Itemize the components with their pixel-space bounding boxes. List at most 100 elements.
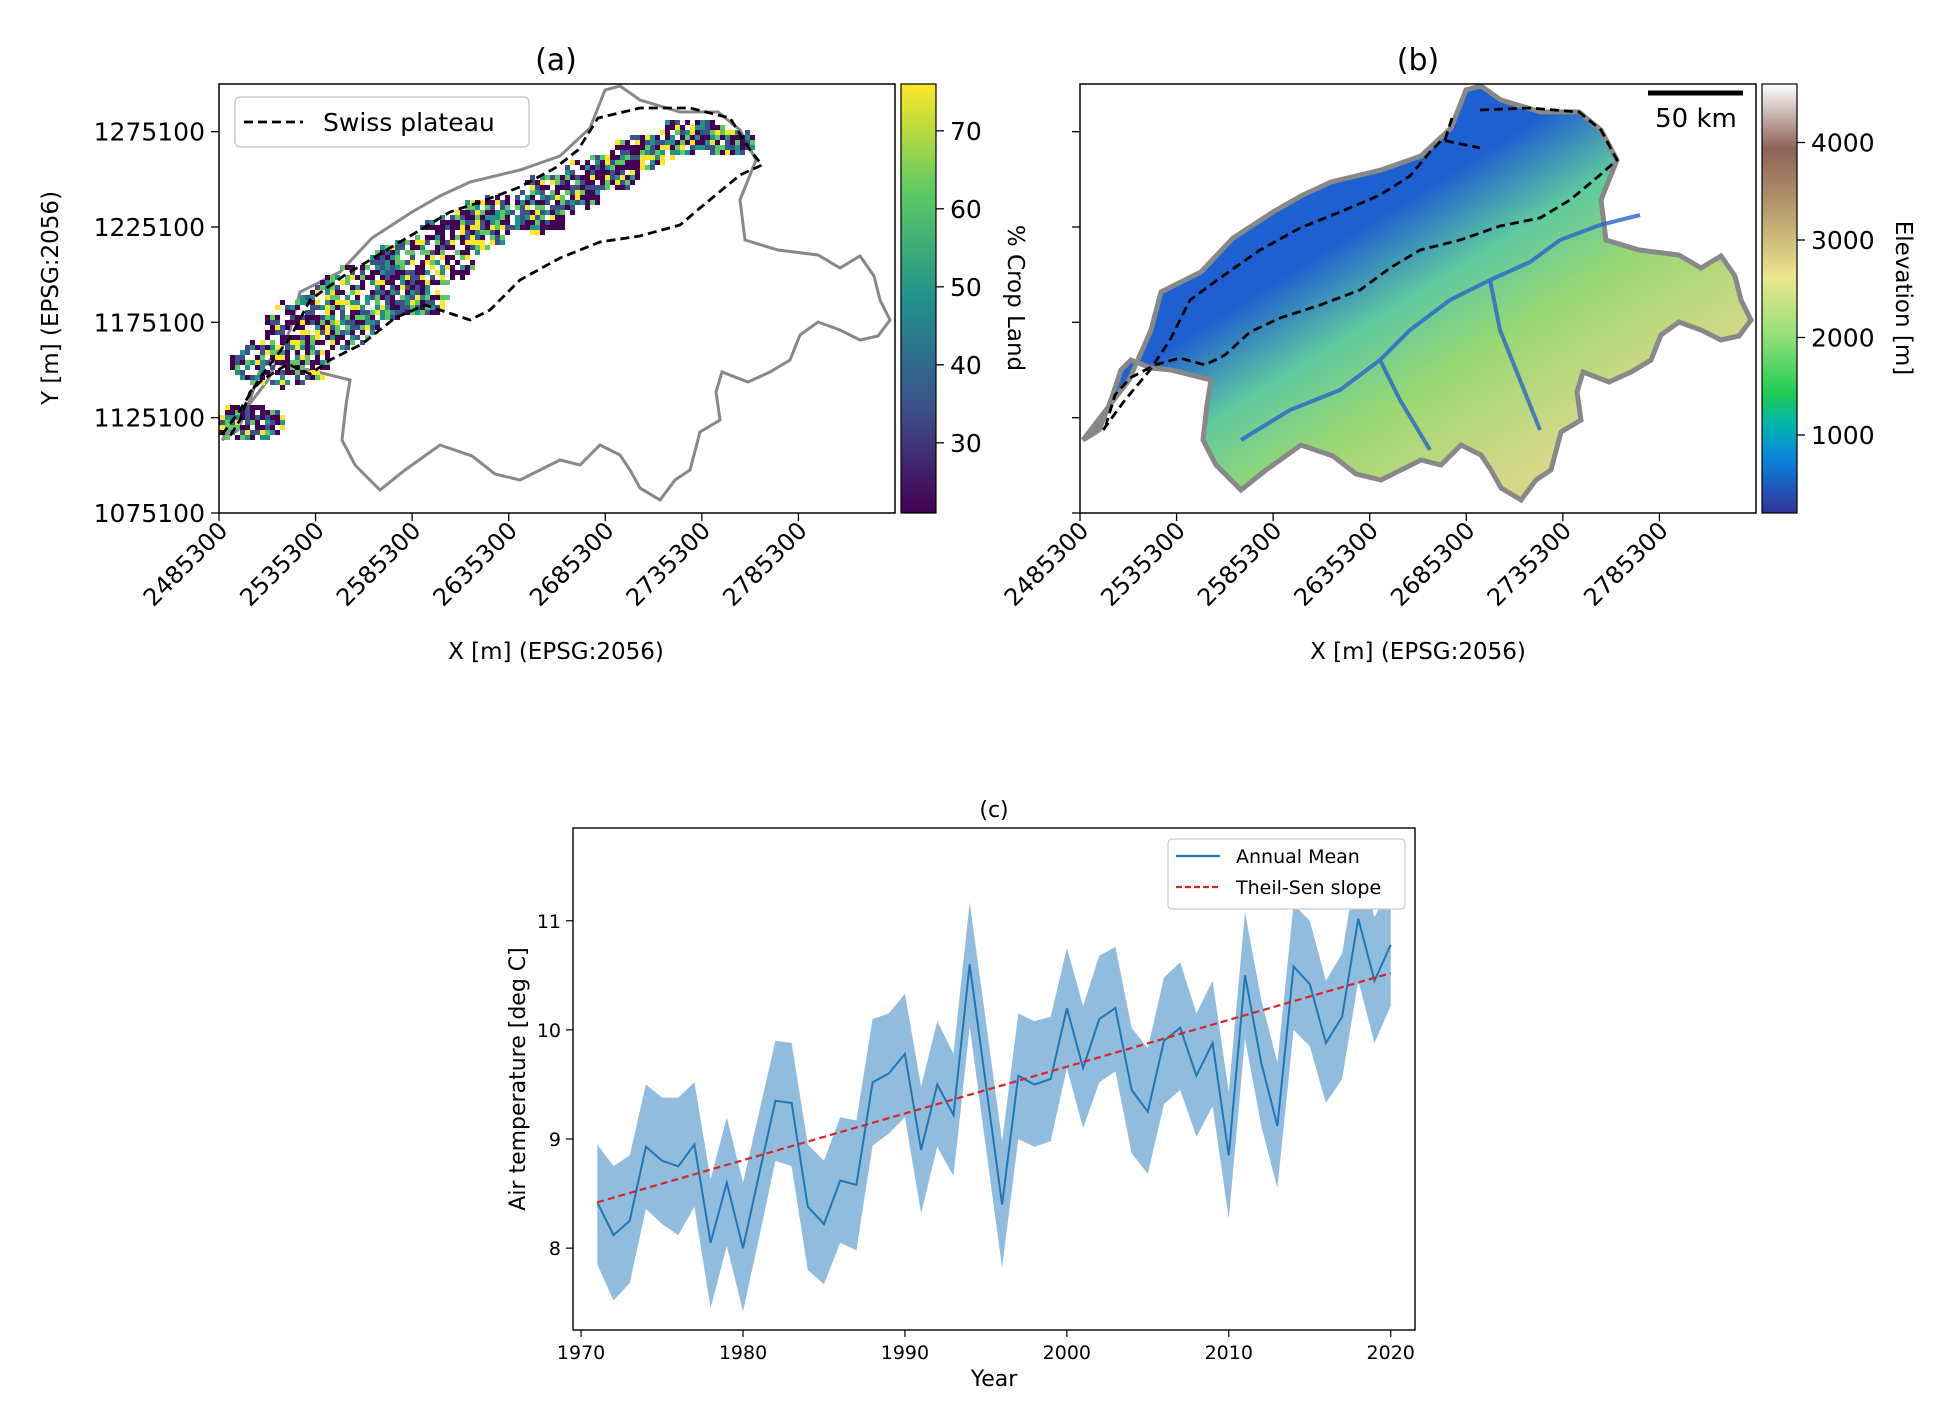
- crop-pixel: [265, 330, 270, 335]
- switzerland-outline-a: [220, 84, 892, 502]
- crop-pixel: [420, 250, 425, 255]
- crop-pixel: [255, 425, 260, 430]
- crop-pixel: [580, 185, 585, 190]
- crop-pixel: [620, 180, 625, 185]
- crop-pixel: [450, 270, 455, 275]
- crop-pixel: [480, 245, 485, 250]
- crop-pixel: [445, 280, 450, 285]
- panel-a-y-tick-label: 1075100: [94, 499, 205, 528]
- crop-pixel: [335, 340, 340, 345]
- crop-pixel: [470, 245, 475, 250]
- crop-pixel: [540, 190, 545, 195]
- crop-pixel: [650, 135, 655, 140]
- crop-pixel: [620, 145, 625, 150]
- crop-pixel: [545, 175, 550, 180]
- crop-pixel: [420, 300, 425, 305]
- crop-pixel: [490, 240, 495, 245]
- crop-pixel: [330, 300, 335, 305]
- crop-pixel: [585, 175, 590, 180]
- panel-a-x-tick-label: 2685300: [524, 516, 619, 611]
- crop-pixel: [460, 250, 465, 255]
- crop-pixel: [385, 295, 390, 300]
- crop-pixel: [560, 185, 565, 190]
- crop-pixel: [440, 275, 445, 280]
- crop-pixel: [240, 355, 245, 360]
- crop-pixel: [425, 270, 430, 275]
- panel-b-colorbar-tick-label: 2000: [1811, 324, 1875, 353]
- crop-pixel: [660, 130, 665, 135]
- crop-pixel: [700, 125, 705, 130]
- crop-pixel: [350, 340, 355, 345]
- crop-pixel: [260, 410, 265, 415]
- crop-pixel: [380, 250, 385, 255]
- crop-pixel: [560, 215, 565, 220]
- crop-pixel: [375, 320, 380, 325]
- crop-pixel: [615, 140, 620, 145]
- crop-pixel: [380, 315, 385, 320]
- crop-pixel: [280, 350, 285, 355]
- crop-pixel: [340, 305, 345, 310]
- crop-pixel: [740, 140, 745, 145]
- crop-pixel: [655, 140, 660, 145]
- crop-pixel: [390, 275, 395, 280]
- crop-pixel: [415, 300, 420, 305]
- crop-pixel: [515, 195, 520, 200]
- crop-pixel: [395, 260, 400, 265]
- crop-pixel: [460, 235, 465, 240]
- crop-pixel: [665, 120, 670, 125]
- crop-pixel: [530, 180, 535, 185]
- crop-pixel: [525, 215, 530, 220]
- crop-pixel: [475, 235, 480, 240]
- crop-pixel: [410, 295, 415, 300]
- crop-pixel: [380, 245, 385, 250]
- crop-pixel: [595, 170, 600, 175]
- crop-pixel: [705, 135, 710, 140]
- crop-pixel: [450, 220, 455, 225]
- panel-a-map: [210, 84, 892, 502]
- crop-pixel: [540, 220, 545, 225]
- crop-pixel: [710, 140, 715, 145]
- crop-pixel: [500, 210, 505, 215]
- crop-pixel: [225, 410, 230, 415]
- crop-pixel: [355, 325, 360, 330]
- crop-pixel: [750, 140, 755, 145]
- crop-pixel: [500, 220, 505, 225]
- crop-pixel: [315, 285, 320, 290]
- crop-pixel: [490, 210, 495, 215]
- crop-pixel: [600, 175, 605, 180]
- crop-pixel: [705, 145, 710, 150]
- crop-pixel: [310, 340, 315, 345]
- crop-pixel: [630, 135, 635, 140]
- crop-pixel: [345, 345, 350, 350]
- panel-c-x-tick-label: 2010: [1205, 1342, 1253, 1364]
- crop-pixel: [445, 240, 450, 245]
- crop-pixel: [270, 340, 275, 345]
- crop-pixel: [230, 425, 235, 430]
- crop-pixel: [225, 405, 230, 410]
- crop-pixel: [330, 305, 335, 310]
- crop-pixel: [460, 210, 465, 215]
- crop-pixel: [405, 250, 410, 255]
- crop-pixel: [525, 205, 530, 210]
- crop-pixel: [260, 365, 265, 370]
- crop-pixel: [390, 290, 395, 295]
- crop-pixel: [440, 305, 445, 310]
- crop-pixel: [670, 135, 675, 140]
- crop-pixel: [505, 195, 510, 200]
- panel-b-colorbar: [1761, 83, 1798, 514]
- crop-pixel: [410, 275, 415, 280]
- crop-pixel: [445, 255, 450, 260]
- panel-b-x-tick-label: 2535300: [1095, 516, 1190, 611]
- crop-pixel: [440, 250, 445, 255]
- crop-pixel: [730, 145, 735, 150]
- crop-pixel: [530, 185, 535, 190]
- crop-pixel: [210, 425, 215, 430]
- crop-pixel: [260, 425, 265, 430]
- crop-pixel: [370, 315, 375, 320]
- crop-pixel: [355, 305, 360, 310]
- crop-pixel: [315, 290, 320, 295]
- crop-pixel: [525, 210, 530, 215]
- crop-pixel: [735, 140, 740, 145]
- crop-pixel: [440, 295, 445, 300]
- crop-pixel: [340, 320, 345, 325]
